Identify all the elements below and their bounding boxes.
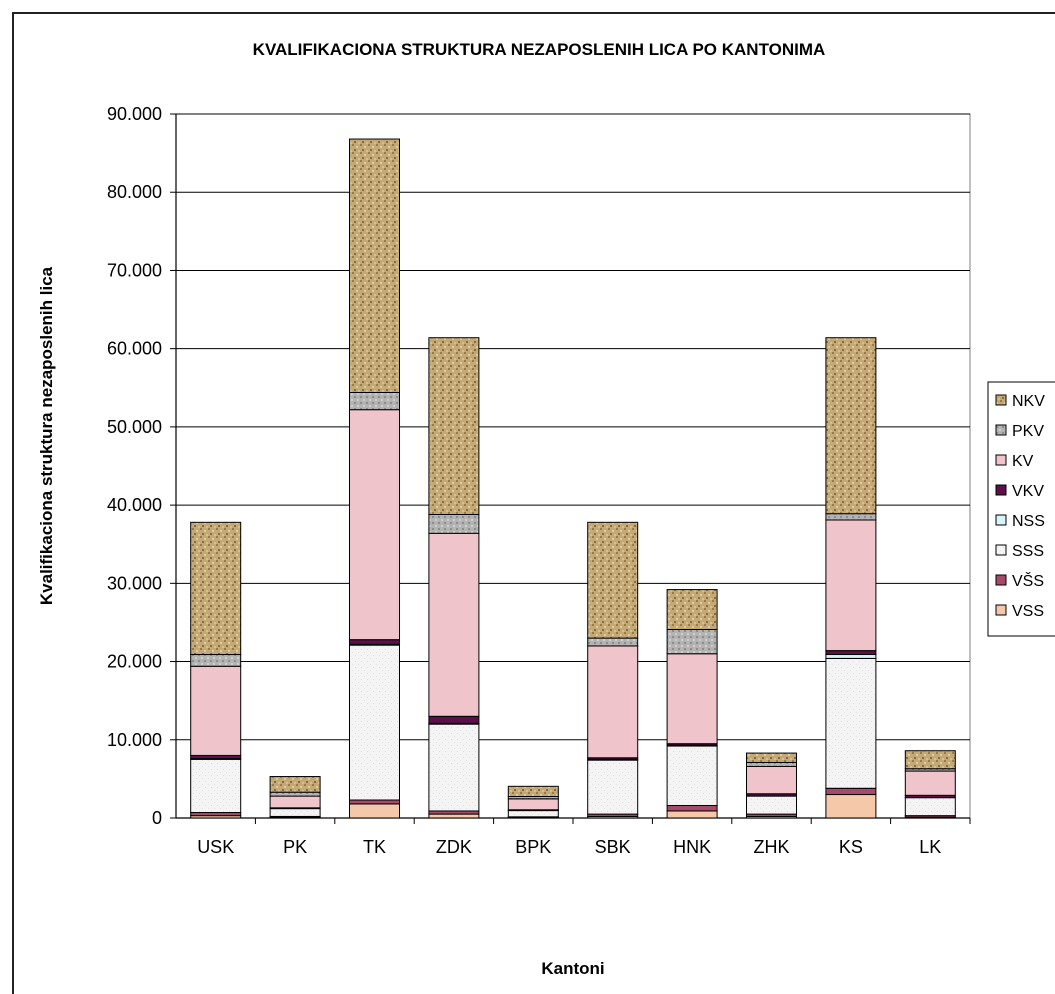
- x-tick-label: USK: [197, 837, 234, 857]
- bar-segment-pkv: [825, 513, 877, 521]
- bar-segment-nkv: [190, 521, 242, 656]
- bar-segment-vkv: [349, 639, 400, 645]
- legend-box: [987, 381, 1055, 637]
- bar-segment-pkv: [587, 637, 639, 647]
- y-tick-label: 10.000: [107, 730, 162, 750]
- bar-segment-kv: [666, 653, 718, 745]
- legend-swatch-nkv: [995, 394, 1007, 406]
- x-tick-label: BPK: [515, 837, 551, 857]
- y-tick-label: 20.000: [107, 652, 162, 672]
- x-tick-label: ZHK: [754, 837, 790, 857]
- legend-label-pkv: PKV: [1012, 423, 1044, 440]
- x-axis-title: Kantoni: [541, 959, 604, 978]
- y-tick-label: 70.000: [107, 260, 162, 280]
- bar-segment-sss: [507, 810, 559, 818]
- bar-segment-vss: [428, 813, 480, 819]
- bar-segment-sss: [825, 657, 877, 789]
- x-tick-label: ZDK: [436, 837, 472, 857]
- legend-swatch-kv: [995, 454, 1007, 466]
- bar-segment-vkv: [825, 650, 877, 656]
- x-tick-label: PK: [283, 837, 307, 857]
- bars: [190, 138, 956, 819]
- bar-segment-vss: [825, 794, 877, 819]
- legend-swatch-sss: [995, 544, 1007, 556]
- x-tick-label: HNK: [673, 837, 711, 857]
- bar-segment-vkv: [428, 715, 480, 724]
- y-tick-label: 80.000: [107, 182, 162, 202]
- bar-segment-vss: [666, 810, 718, 819]
- x-tick-label: TK: [363, 837, 386, 857]
- bar-segment-všs: [349, 799, 400, 805]
- legend-swatch-vss: [995, 604, 1007, 616]
- y-axis-title: Kvalifikaciona struktura nezaposlenih li…: [37, 266, 56, 605]
- y-tick-label: 50.000: [107, 417, 162, 437]
- legend-swatch-pkv: [995, 424, 1007, 436]
- bar-segment-kv: [428, 532, 480, 717]
- x-tick-label: KS: [839, 837, 863, 857]
- gridlines: [175, 113, 971, 819]
- bar-segment-vss: [349, 803, 400, 819]
- y-tick-label: 0: [152, 808, 162, 828]
- bar-segment-kv: [349, 409, 400, 641]
- bar-segment-nkv: [587, 521, 639, 639]
- y-tick-label: 40.000: [107, 495, 162, 515]
- legend-swatch-vkv: [995, 484, 1007, 496]
- bar-segment-nkv: [349, 138, 400, 393]
- legend-swatch-nss: [995, 514, 1007, 526]
- chart-title: KVALIFIKACIONA STRUKTURA NEZAPOSLENIH LI…: [253, 40, 826, 59]
- bar-segment-pkv: [190, 654, 242, 667]
- legend-label-vss: VSS: [1012, 603, 1044, 620]
- bar-segment-všs: [825, 787, 877, 796]
- bar-segment-nkv: [746, 752, 797, 763]
- bar-segment-pkv: [666, 628, 718, 655]
- chart-frame: [12, 12, 1055, 994]
- bar-segment-všs: [666, 804, 718, 812]
- legend-label-sss: SSS: [1012, 543, 1044, 560]
- bar-segment-pkv: [746, 761, 797, 767]
- y-tick-label: 60.000: [107, 339, 162, 359]
- bar-segment-sss: [190, 758, 242, 814]
- bar-segment-sss: [269, 808, 321, 817]
- bar-segment-nkv: [666, 589, 718, 630]
- bar-segment-nkv: [904, 750, 956, 770]
- legend-label-kv: KV: [1012, 453, 1034, 470]
- bar-segment-sss: [904, 797, 956, 817]
- x-tick-label: SBK: [595, 837, 631, 857]
- y-axis-ticks: 0 10.000 20.000 30.000 40.000 50.000 60.000 70.…: [107, 104, 176, 828]
- bar-segment-sss: [746, 795, 797, 815]
- legend-label-nss: NSS: [1012, 513, 1045, 530]
- bar-segment-sss: [428, 723, 480, 812]
- bar-segment-kv: [269, 795, 321, 809]
- y-tick-label: 30.000: [107, 573, 162, 593]
- legend-swatch-všs: [995, 574, 1007, 586]
- bar-segment-nss: [825, 654, 877, 659]
- bar-segment-kv: [507, 798, 559, 811]
- bar-segment-kv: [190, 665, 242, 756]
- bar-segment-pkv: [349, 391, 400, 411]
- legend-label-vkv: VKV: [1012, 483, 1044, 500]
- bar-segment-sss: [666, 745, 718, 806]
- bar-segment-kv: [587, 645, 639, 759]
- legend-label-nkv: NKV: [1012, 393, 1045, 410]
- bar-segment-kv: [825, 519, 877, 652]
- legend-label-všs: VŠS: [1012, 571, 1044, 590]
- x-tick-label: LK: [919, 837, 941, 857]
- y-tick-label: 90.000: [107, 104, 162, 124]
- bar-segment-nkv: [428, 337, 480, 515]
- bar-segment-nkv: [825, 337, 877, 515]
- bar-segment-sss: [587, 759, 639, 815]
- bar-segment-nkv: [507, 785, 559, 797]
- bar-segment-nkv: [269, 776, 321, 793]
- bar-segment-kv: [904, 770, 956, 796]
- bar-segment-sss: [349, 644, 400, 801]
- bar-segment-pkv: [269, 791, 321, 797]
- bar-segment-kv: [746, 765, 797, 795]
- x-axis-ticks: USK PK TK ZDK BPK SBK HNK ZHK KS LK: [197, 818, 971, 857]
- bar-segment-pkv: [428, 513, 480, 534]
- legend: NKV PKV KV VKV NSS SSS VŠS VSS: [987, 381, 1055, 637]
